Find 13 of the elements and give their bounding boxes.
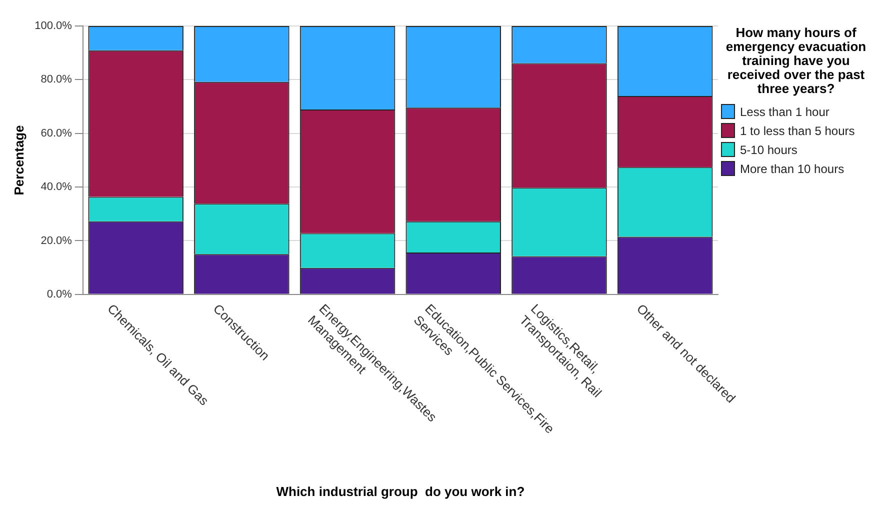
x-axis-title: Which industrial group do you work in? bbox=[276, 484, 525, 499]
legend-label: 5-10 hours bbox=[740, 142, 798, 156]
y-tick-label: 60.0% bbox=[40, 127, 72, 140]
y-tick-label: 0.0% bbox=[46, 288, 72, 300]
text: 1 to less than 5 hours bbox=[740, 124, 855, 138]
legend-label: More than 10 hours bbox=[740, 162, 844, 176]
legend-title: How many hours of emergency evacuation training have you received over the past three years? bbox=[724, 25, 868, 96]
y-tick-label: 80.0% bbox=[40, 74, 72, 86]
y-tick-label: 40.0% bbox=[40, 181, 72, 194]
y-tick-label: 20.0% bbox=[40, 234, 72, 247]
legend-label: Less than 1 hour bbox=[740, 104, 830, 118]
y-axis-title: Percentage bbox=[11, 125, 26, 196]
y-tick-label: 100.0% bbox=[34, 20, 72, 32]
